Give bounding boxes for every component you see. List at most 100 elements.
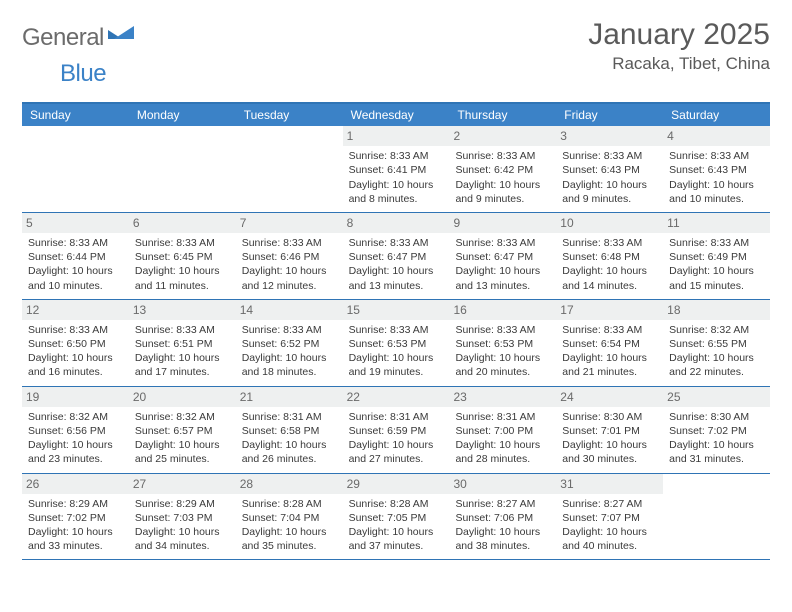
day-number: 16 — [449, 300, 556, 320]
logo-text-general: General — [22, 24, 104, 52]
daylight-label: Daylight: 10 hours and 27 minutes. — [349, 438, 444, 466]
day-number: 3 — [556, 126, 663, 146]
sunset-label: Sunset: 7:02 PM — [669, 424, 764, 438]
sunset-label: Sunset: 7:07 PM — [562, 511, 657, 525]
day-number: 15 — [343, 300, 450, 320]
sunset-label: Sunset: 6:47 PM — [349, 250, 444, 264]
day-cell: 16Sunrise: 8:33 AMSunset: 6:53 PMDayligh… — [449, 300, 556, 386]
day-number: 9 — [449, 213, 556, 233]
day-cell: 22Sunrise: 8:31 AMSunset: 6:59 PMDayligh… — [343, 387, 450, 473]
logo: General — [22, 18, 136, 52]
sunset-label: Sunset: 6:58 PM — [242, 424, 337, 438]
daylight-label: Daylight: 10 hours and 15 minutes. — [669, 264, 764, 292]
sunset-label: Sunset: 6:57 PM — [135, 424, 230, 438]
day-number: 24 — [556, 387, 663, 407]
sunset-label: Sunset: 7:00 PM — [455, 424, 550, 438]
sunrise-label: Sunrise: 8:32 AM — [28, 410, 123, 424]
sunrise-label: Sunrise: 8:33 AM — [455, 236, 550, 250]
sunrise-label: Sunrise: 8:33 AM — [28, 323, 123, 337]
daylight-label: Daylight: 10 hours and 28 minutes. — [455, 438, 550, 466]
sunset-label: Sunset: 6:46 PM — [242, 250, 337, 264]
day-cell: 8 Sunrise: 8:33 AMSunset: 6:47 PMDaylight… — [343, 213, 450, 299]
sunset-label: Sunset: 6:51 PM — [135, 337, 230, 351]
daylight-label: Daylight: 10 hours and 19 minutes. — [349, 351, 444, 379]
day-number: 19 — [22, 387, 129, 407]
day-cell: 26Sunrise: 8:29 AMSunset: 7:02 PMDayligh… — [22, 474, 129, 560]
daylight-label: Daylight: 10 hours and 14 minutes. — [562, 264, 657, 292]
weeks-container: 1Sunrise: 8:33 AMSunset: 6:41 PMDaylight… — [22, 126, 770, 560]
sunset-label: Sunset: 6:47 PM — [455, 250, 550, 264]
sunrise-label: Sunrise: 8:33 AM — [242, 236, 337, 250]
daylight-label: Daylight: 10 hours and 20 minutes. — [455, 351, 550, 379]
day-cell: 2Sunrise: 8:33 AMSunset: 6:42 PMDaylight… — [449, 126, 556, 212]
logo-icon — [108, 24, 134, 47]
sunrise-label: Sunrise: 8:33 AM — [562, 149, 657, 163]
sunrise-label: Sunrise: 8:29 AM — [135, 497, 230, 511]
sunrise-label: Sunrise: 8:33 AM — [349, 149, 444, 163]
daylight-label: Daylight: 10 hours and 13 minutes. — [455, 264, 550, 292]
day-number: 17 — [556, 300, 663, 320]
daylight-label: Daylight: 10 hours and 16 minutes. — [28, 351, 123, 379]
sunrise-label: Sunrise: 8:33 AM — [562, 323, 657, 337]
day-cell: 21Sunrise: 8:31 AMSunset: 6:58 PMDayligh… — [236, 387, 343, 473]
daylight-label: Daylight: 10 hours and 34 minutes. — [135, 525, 230, 553]
sunrise-label: Sunrise: 8:28 AM — [242, 497, 337, 511]
sunrise-label: Sunrise: 8:30 AM — [669, 410, 764, 424]
sunrise-label: Sunrise: 8:33 AM — [242, 323, 337, 337]
day-number: 12 — [22, 300, 129, 320]
logo-text-blue: Blue — [60, 60, 106, 88]
day-cell: 19Sunrise: 8:32 AMSunset: 6:56 PMDayligh… — [22, 387, 129, 473]
daylight-label: Daylight: 10 hours and 9 minutes. — [562, 178, 657, 206]
day-cell: 20Sunrise: 8:32 AMSunset: 6:57 PMDayligh… — [129, 387, 236, 473]
daylight-label: Daylight: 10 hours and 26 minutes. — [242, 438, 337, 466]
day-cell — [236, 126, 343, 212]
sunrise-label: Sunrise: 8:33 AM — [349, 236, 444, 250]
weekday-fri: Friday — [556, 104, 663, 126]
day-number: 31 — [556, 474, 663, 494]
sunrise-label: Sunrise: 8:33 AM — [669, 236, 764, 250]
daylight-label: Daylight: 10 hours and 31 minutes. — [669, 438, 764, 466]
sunrise-label: Sunrise: 8:33 AM — [669, 149, 764, 163]
day-cell: 3Sunrise: 8:33 AMSunset: 6:43 PMDaylight… — [556, 126, 663, 212]
sunset-label: Sunset: 6:42 PM — [455, 163, 550, 177]
sunset-label: Sunset: 7:06 PM — [455, 511, 550, 525]
day-cell: 9 Sunrise: 8:33 AMSunset: 6:47 PMDaylight… — [449, 213, 556, 299]
day-number — [129, 126, 236, 146]
location-label: Racaka, Tibet, China — [588, 54, 770, 74]
day-number — [663, 474, 770, 494]
sunrise-label: Sunrise: 8:27 AM — [455, 497, 550, 511]
day-number: 8 — [343, 213, 450, 233]
day-number — [236, 126, 343, 146]
day-number: 22 — [343, 387, 450, 407]
sunset-label: Sunset: 6:52 PM — [242, 337, 337, 351]
sunrise-label: Sunrise: 8:28 AM — [349, 497, 444, 511]
daylight-label: Daylight: 10 hours and 9 minutes. — [455, 178, 550, 206]
day-cell: 15Sunrise: 8:33 AMSunset: 6:53 PMDayligh… — [343, 300, 450, 386]
daylight-label: Daylight: 10 hours and 35 minutes. — [242, 525, 337, 553]
day-cell: 7Sunrise: 8:33 AMSunset: 6:46 PMDaylight… — [236, 213, 343, 299]
day-number: 28 — [236, 474, 343, 494]
daylight-label: Daylight: 10 hours and 33 minutes. — [28, 525, 123, 553]
day-number: 10 — [556, 213, 663, 233]
sunrise-label: Sunrise: 8:31 AM — [349, 410, 444, 424]
day-cell: 14Sunrise: 8:33 AMSunset: 6:52 PMDayligh… — [236, 300, 343, 386]
sunrise-label: Sunrise: 8:31 AM — [242, 410, 337, 424]
sunset-label: Sunset: 6:53 PM — [455, 337, 550, 351]
day-number: 20 — [129, 387, 236, 407]
daylight-label: Daylight: 10 hours and 40 minutes. — [562, 525, 657, 553]
daylight-label: Daylight: 10 hours and 11 minutes. — [135, 264, 230, 292]
sunrise-label: Sunrise: 8:33 AM — [349, 323, 444, 337]
day-cell: 28Sunrise: 8:28 AMSunset: 7:04 PMDayligh… — [236, 474, 343, 560]
daylight-label: Daylight: 10 hours and 13 minutes. — [349, 264, 444, 292]
sunrise-label: Sunrise: 8:33 AM — [455, 149, 550, 163]
weekday-mon: Monday — [129, 104, 236, 126]
sunrise-label: Sunrise: 8:33 AM — [135, 323, 230, 337]
day-cell: 10Sunrise: 8:33 AMSunset: 6:48 PMDayligh… — [556, 213, 663, 299]
sunrise-label: Sunrise: 8:27 AM — [562, 497, 657, 511]
sunset-label: Sunset: 6:54 PM — [562, 337, 657, 351]
day-number: 1 — [343, 126, 450, 146]
day-number — [22, 126, 129, 146]
sunset-label: Sunset: 6:48 PM — [562, 250, 657, 264]
week-row: 26Sunrise: 8:29 AMSunset: 7:02 PMDayligh… — [22, 474, 770, 561]
daylight-label: Daylight: 10 hours and 25 minutes. — [135, 438, 230, 466]
